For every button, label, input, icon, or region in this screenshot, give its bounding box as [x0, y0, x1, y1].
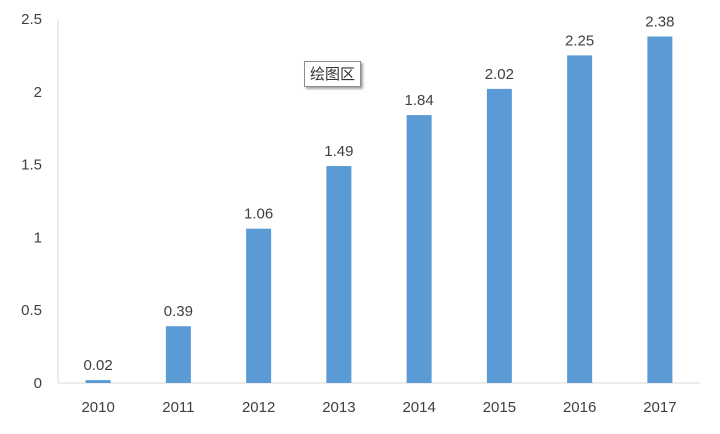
bar-2010	[85, 380, 111, 383]
y-tick-label: 0	[34, 375, 42, 392]
data-label-2011: 0.39	[164, 303, 193, 320]
data-label-2013: 1.49	[324, 143, 353, 160]
bar-2015	[486, 88, 512, 383]
bar-2011	[165, 326, 191, 383]
x-tick-label: 2017	[643, 399, 676, 416]
data-label-2014: 1.84	[405, 92, 434, 109]
data-label-2017: 2.38	[645, 13, 674, 30]
y-tick-label: 2.5	[21, 11, 42, 28]
x-tick-label: 2010	[81, 399, 114, 416]
x-axis-tick-labels: 2010 2011 2012 2013 2014 2015 2016 2017	[81, 399, 676, 416]
bar-2012	[246, 228, 272, 383]
y-axis-tick-labels: 0 0.5 1 1.5 2 2.5	[21, 11, 42, 392]
y-tick-label: 2	[34, 84, 42, 101]
y-tick-label: 0.5	[21, 302, 42, 319]
x-tick-label: 2013	[322, 399, 355, 416]
data-label-2010: 0.02	[84, 357, 113, 374]
x-tick-label: 2012	[242, 399, 275, 416]
y-tick-label: 1.5	[21, 157, 42, 174]
plot-area-tooltip: 绘图区	[304, 61, 362, 87]
y-tick-label: 1	[34, 229, 42, 246]
bar-series	[85, 36, 673, 384]
x-tick-label: 2011	[162, 399, 194, 416]
data-label-2015: 2.02	[485, 66, 514, 83]
x-tick-label: 2014	[402, 399, 435, 416]
bar-2014	[406, 115, 432, 383]
bar-2013	[326, 166, 352, 383]
x-tick-label: 2016	[563, 399, 596, 416]
data-labels: 0.02 0.39 1.06 1.49 1.84 2.02 2.25 2.38	[84, 13, 675, 374]
x-tick-label: 2015	[483, 399, 516, 416]
data-label-2016: 2.25	[565, 32, 594, 49]
bar-2016	[567, 55, 593, 384]
bar-2017	[647, 36, 673, 384]
data-label-2012: 1.06	[244, 206, 273, 223]
